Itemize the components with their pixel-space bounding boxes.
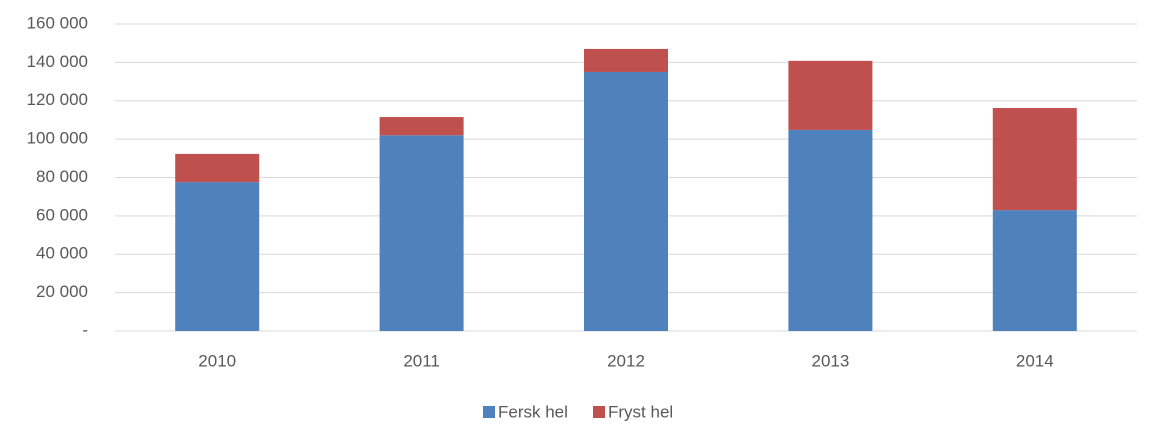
legend-swatch (483, 406, 495, 418)
x-tick-label: 2011 (403, 351, 440, 370)
bar-segment (584, 71, 668, 331)
x-tick-label: 2013 (811, 351, 849, 370)
bar-segment (584, 48, 668, 72)
bar-segment (992, 108, 1077, 211)
legend-swatch (593, 406, 605, 418)
y-tick-label: 140 000 (27, 52, 88, 71)
bar-segment (788, 129, 873, 331)
y-tick-label: 20 000 (36, 282, 88, 301)
bar-segment (379, 117, 464, 136)
x-tick-label: 2012 (607, 351, 645, 370)
x-tick-label: 2010 (198, 351, 236, 370)
x-tick-label: 2014 (1016, 351, 1054, 370)
y-tick-label: 100 000 (27, 129, 88, 148)
y-tick-label: 80 000 (36, 167, 88, 186)
legend-label: Fersk hel (498, 402, 568, 421)
bar-segment (175, 182, 260, 331)
y-tick-label: 120 000 (27, 90, 88, 109)
bar-segment (379, 135, 464, 331)
bar-segment (788, 60, 873, 130)
bar-segment (992, 210, 1077, 331)
y-tick-label: 60 000 (36, 205, 88, 224)
y-tick-label: - (82, 320, 88, 339)
y-tick-label: 160 000 (27, 13, 88, 32)
y-tick-label: 40 000 (36, 244, 88, 263)
legend-label: Fryst hel (608, 402, 673, 421)
bar-segment (175, 153, 260, 183)
